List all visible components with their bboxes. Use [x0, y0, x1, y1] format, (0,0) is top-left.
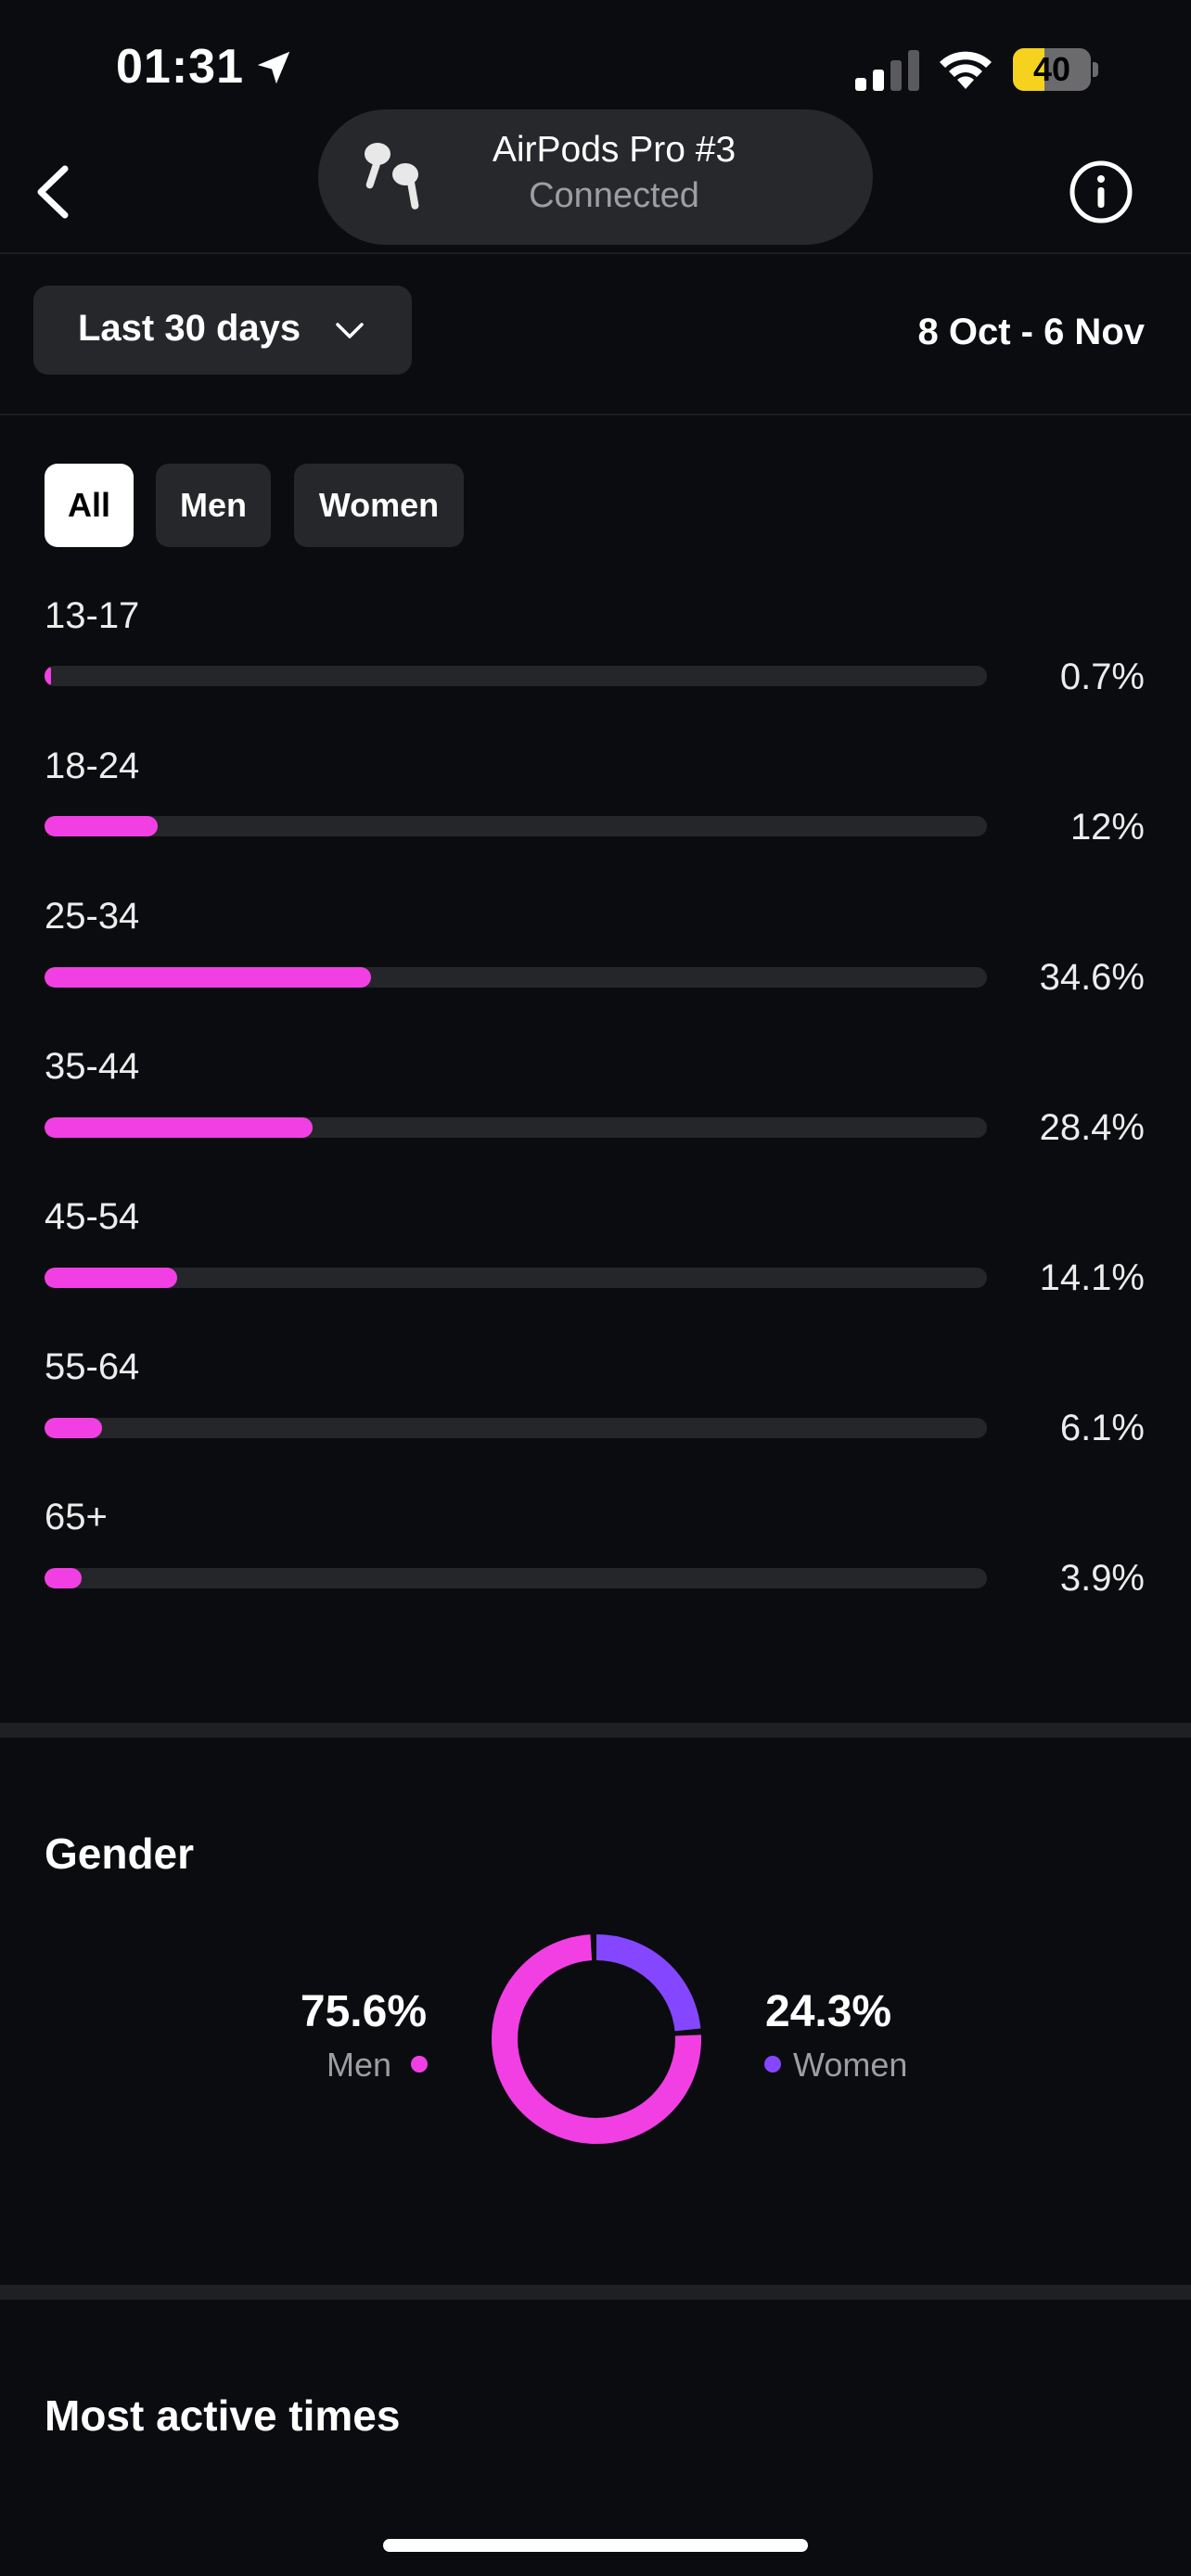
- age-group-value: 28.4%: [1039, 1107, 1145, 1148]
- age-group-value: 14.1%: [1039, 1257, 1145, 1298]
- age-bar-fill: [45, 666, 51, 686]
- section-divider: [0, 2285, 1191, 2300]
- back-button[interactable]: [28, 158, 78, 226]
- tab-all[interactable]: All: [45, 464, 134, 547]
- wifi-icon: [940, 51, 992, 89]
- age-group-label: 13-17: [45, 595, 140, 636]
- men-percentage: 75.6%: [300, 1987, 427, 2036]
- women-label: Women: [793, 2046, 908, 2084]
- date-range-text: 8 Oct - 6 Nov: [917, 312, 1145, 352]
- age-group-label: 45-54: [45, 1196, 140, 1237]
- location-arrow-icon: [257, 51, 290, 84]
- device-status-pill[interactable]: AirPods Pro #3 Connected: [318, 109, 873, 245]
- men-legend-dot: [411, 2056, 428, 2072]
- age-group-value: 3.9%: [1059, 1558, 1145, 1599]
- donut-men-segment: [492, 1934, 701, 2144]
- status-time: 01:31: [116, 40, 244, 94]
- age-group-label: 25-34: [45, 896, 140, 937]
- age-group-value: 6.1%: [1059, 1408, 1145, 1448]
- age-bar-track: [45, 1117, 987, 1138]
- age-bar-fill: [45, 816, 158, 836]
- age-bar-fill: [45, 1268, 177, 1288]
- women-legend-dot: [764, 2056, 781, 2072]
- battery-level: 40: [1032, 50, 1071, 88]
- section-divider: [0, 1723, 1191, 1738]
- age-group-label: 65+: [45, 1497, 108, 1537]
- age-bar-track: [45, 816, 987, 836]
- most-active-times-title: Most active times: [45, 2391, 401, 2440]
- age-group-value: 12%: [1069, 807, 1145, 848]
- status-bar: 01:31 40: [0, 0, 1191, 139]
- age-bar-fill: [45, 1568, 82, 1588]
- cellular-signal-icon: [855, 50, 919, 91]
- date-range-dropdown-label: Last 30 days: [78, 308, 301, 349]
- tab-women[interactable]: Women: [294, 464, 464, 547]
- gender-donut-chart: [492, 1934, 701, 2144]
- info-icon[interactable]: [1069, 159, 1133, 224]
- device-name: AirPods Pro #3: [492, 130, 736, 170]
- gender-title: Gender: [45, 1830, 195, 1878]
- battery-fill: [1013, 48, 1044, 91]
- age-group-label: 55-64: [45, 1346, 140, 1387]
- donut-women-segment: [492, 1934, 701, 2144]
- battery-indicator: 40: [1013, 48, 1098, 91]
- age-bar-track: [45, 967, 987, 988]
- filter-divider: [0, 414, 1191, 415]
- age-bar-fill: [45, 967, 371, 988]
- women-percentage: 24.3%: [765, 1987, 892, 2036]
- device-connection-status: Connected: [529, 176, 699, 215]
- men-label: Men: [326, 2046, 391, 2084]
- age-bar-track: [45, 1568, 987, 1588]
- home-indicator[interactable]: [383, 2539, 808, 2552]
- chevron-down-icon: [336, 323, 364, 338]
- airpods-icon: [365, 143, 419, 210]
- date-range-dropdown[interactable]: Last 30 days: [33, 286, 412, 375]
- age-bar-fill: [45, 1418, 102, 1438]
- header-divider: [0, 252, 1191, 254]
- age-bar-track: [45, 1268, 987, 1288]
- age-bar-track: [45, 1418, 987, 1438]
- age-bar-track: [45, 666, 987, 686]
- age-group-label: 18-24: [45, 746, 140, 786]
- tab-men[interactable]: Men: [156, 464, 271, 547]
- age-group-label: 35-44: [45, 1046, 140, 1087]
- age-bar-fill: [45, 1117, 313, 1138]
- age-group-value: 0.7%: [1059, 657, 1145, 697]
- age-group-value: 34.6%: [1039, 957, 1145, 998]
